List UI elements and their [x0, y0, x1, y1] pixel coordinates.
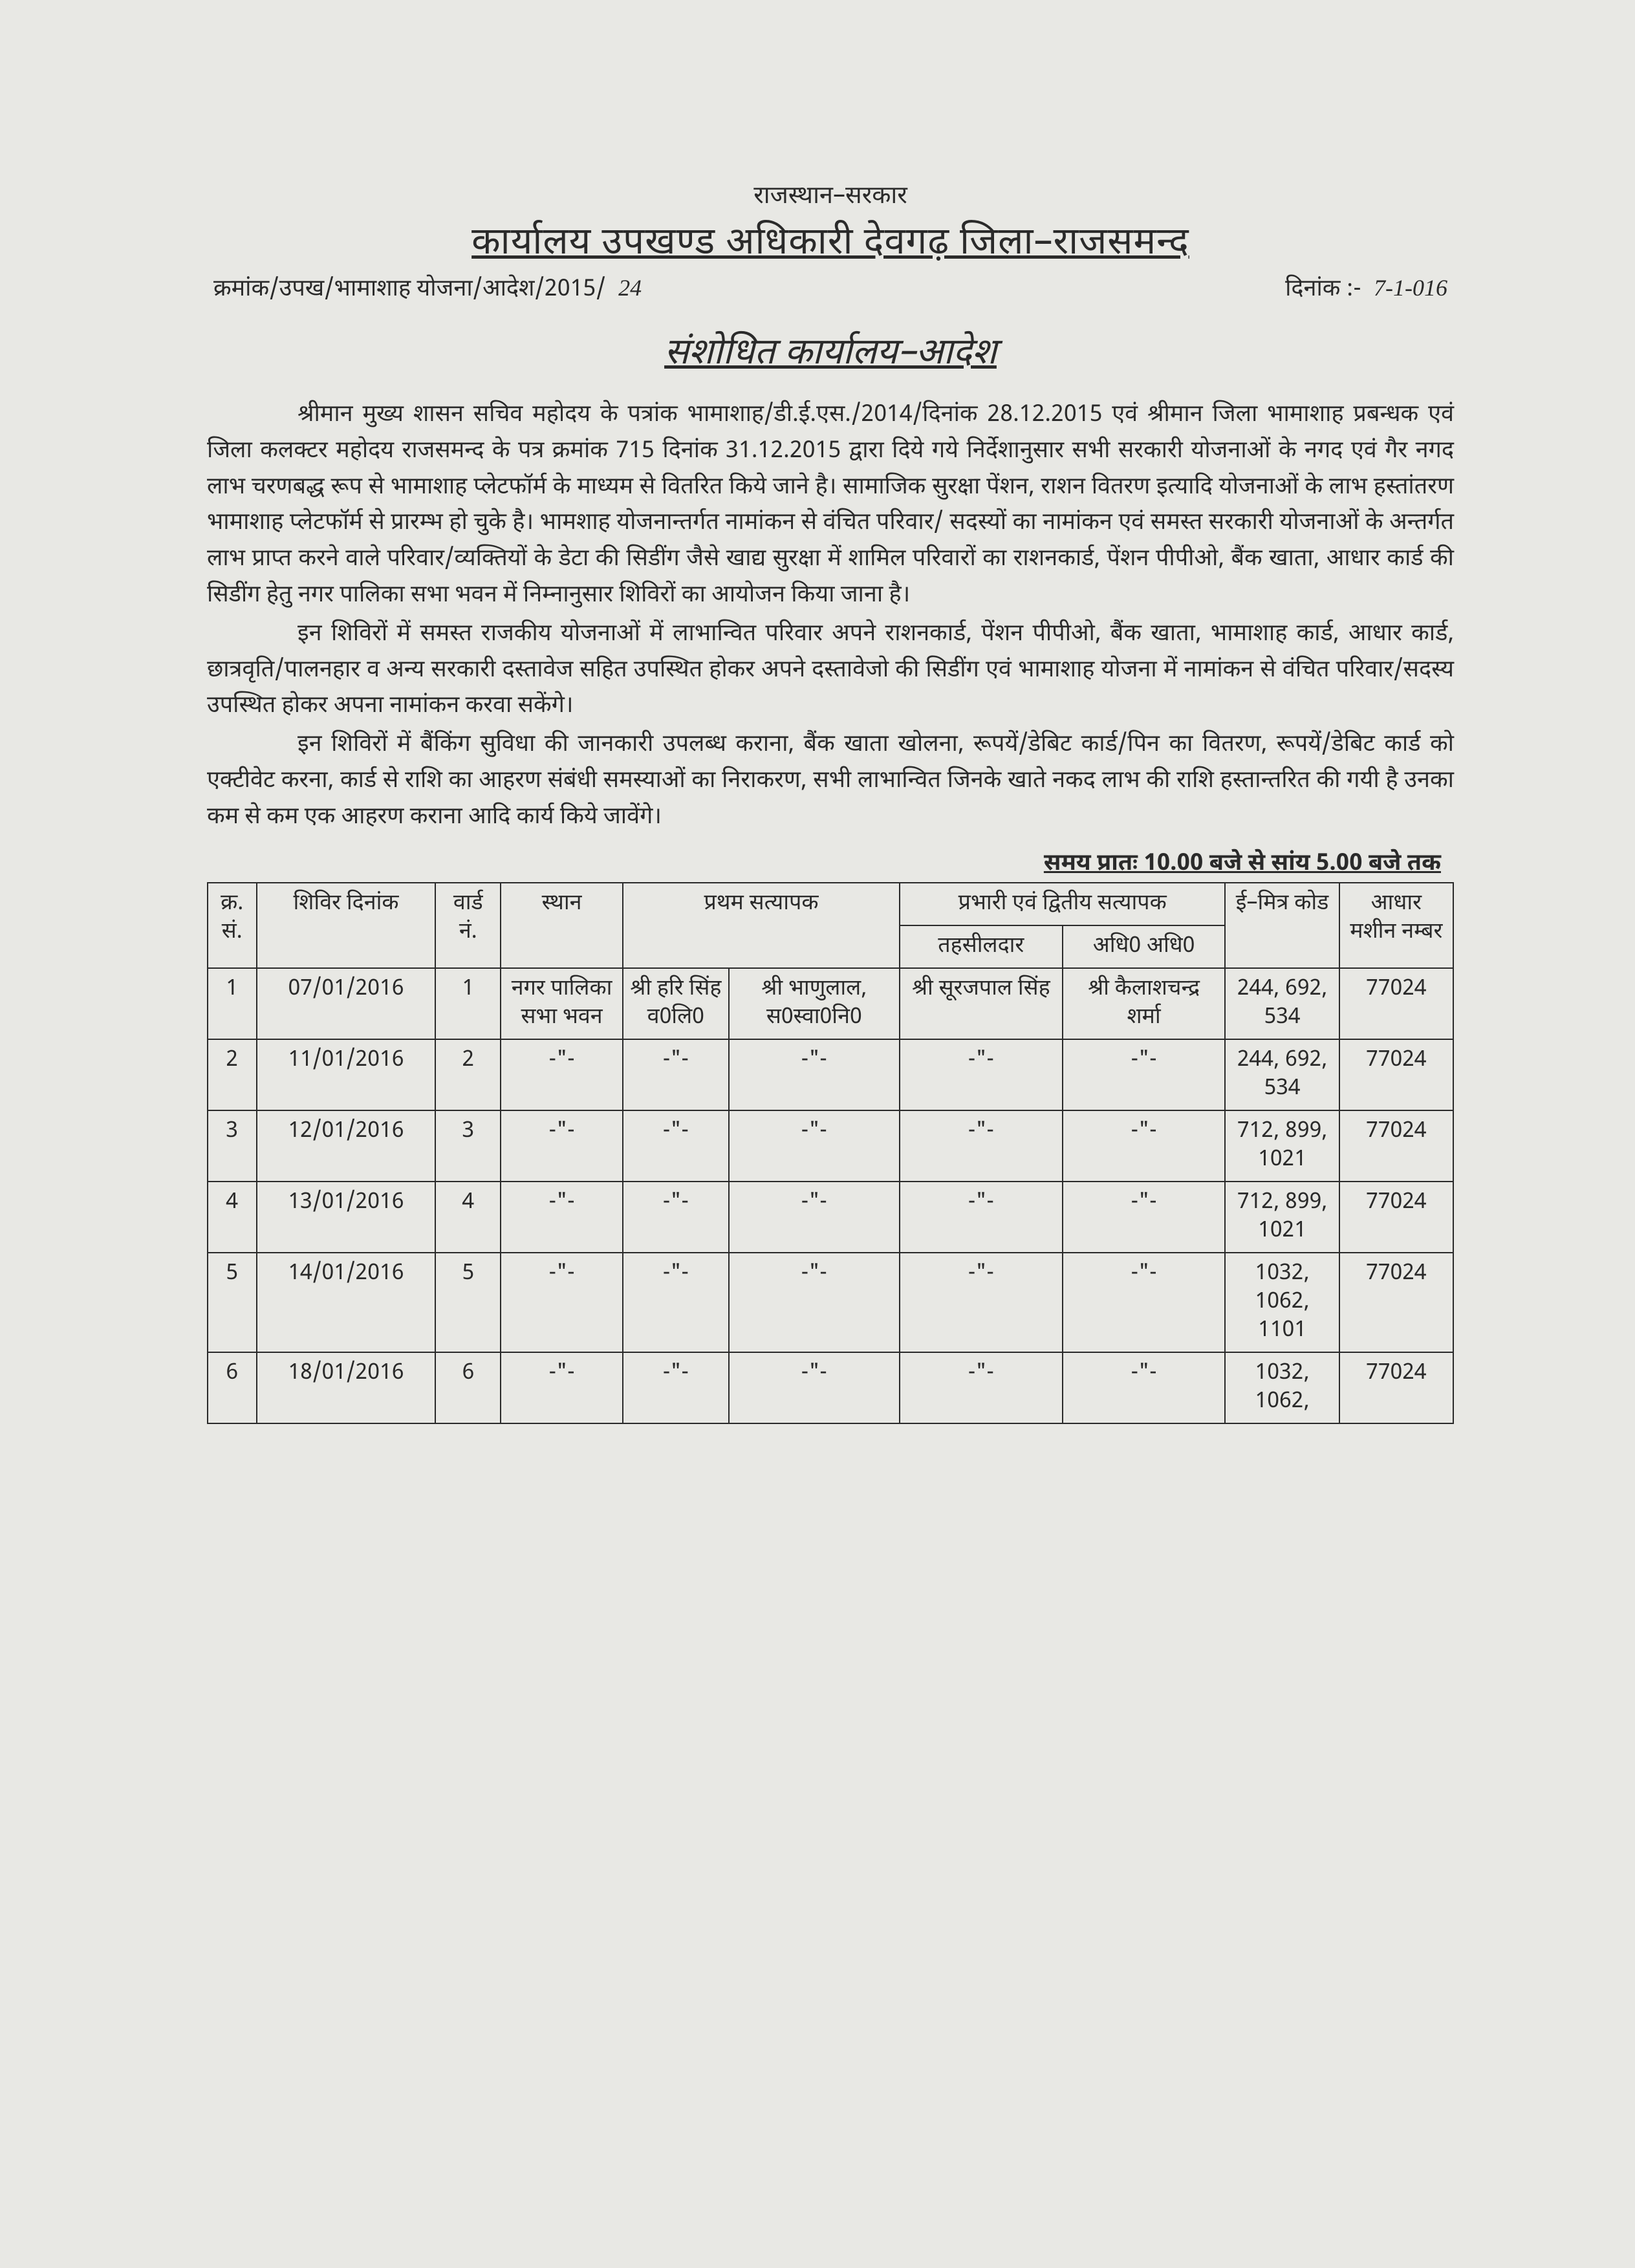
table-cell: 2: [435, 1039, 501, 1110]
table-cell: 244, 692, 534: [1225, 968, 1339, 1039]
table-cell: 1032, 1062,: [1225, 1352, 1339, 1423]
table-cell: -"-: [900, 1182, 1063, 1253]
table-cell: 77024: [1339, 968, 1453, 1039]
table-cell: 12/01/2016: [257, 1110, 436, 1182]
table-cell: 11/01/2016: [257, 1039, 436, 1110]
table-cell: -"-: [729, 1110, 900, 1182]
table-cell: -"-: [623, 1253, 729, 1352]
table-cell: -"-: [1063, 1182, 1226, 1253]
table-cell: -"-: [501, 1039, 623, 1110]
table-cell: -"-: [1063, 1110, 1226, 1182]
th-aadhar: आधार मशीन नम्बर: [1339, 883, 1453, 968]
office-title: कार्यालय उपखण्ड अधिकारी देवगढ़ जिला–राजस…: [207, 220, 1454, 269]
table-cell: -"-: [501, 1110, 623, 1182]
table-cell: -"-: [501, 1352, 623, 1423]
table-row: 107/01/20161नगर पालिका सभा भवनश्री हरि स…: [208, 968, 1453, 1039]
table-cell: श्री कैलाशचन्द्र शर्मा: [1063, 968, 1226, 1039]
table-cell: 712, 899, 1021: [1225, 1110, 1339, 1182]
state-name: राजस्थान–सरकार: [207, 181, 1454, 213]
table-cell: -"-: [501, 1253, 623, 1352]
table-cell: 1: [435, 968, 501, 1039]
th-ward: वार्ड नं.: [435, 883, 501, 968]
table-cell: -"-: [729, 1253, 900, 1352]
table-cell: -"-: [501, 1182, 623, 1253]
table-cell: -"-: [623, 1352, 729, 1423]
table-cell: श्री भाणुलाल, स0स्वा0नि0: [729, 968, 900, 1039]
schedule-table: क्र. सं. शिविर दिनांक वार्ड नं. स्थान प्…: [207, 882, 1454, 1424]
table-cell: 4: [435, 1182, 501, 1253]
table-cell: 14/01/2016: [257, 1253, 436, 1352]
table-cell: 6: [208, 1352, 257, 1423]
table-cell: -"-: [623, 1110, 729, 1182]
table-cell: -"-: [900, 1253, 1063, 1352]
table-cell: 77024: [1339, 1253, 1453, 1352]
table-cell: श्री हरि सिंह व0लि0: [623, 968, 729, 1039]
table-cell: 1: [208, 968, 257, 1039]
table-cell: 77024: [1339, 1352, 1453, 1423]
table-cell: 77024: [1339, 1182, 1453, 1253]
date-label: दिनांक :-: [1285, 275, 1361, 305]
paragraph-2: इन शिविरों में समस्त राजकीय योजनाओं में …: [207, 617, 1454, 725]
th-verifier2-main: प्रभारी एवं द्वितीय सत्यापक: [900, 883, 1226, 925]
th-sn: क्र. सं.: [208, 883, 257, 968]
table-row: 618/01/20166-"--"--"--"--"-1032, 1062,77…: [208, 1352, 1453, 1423]
order-title: संशोधित कार्यालय–आदेश: [207, 331, 1454, 378]
table-cell: 1032, 1062, 1101: [1225, 1253, 1339, 1352]
table-row: 514/01/20165-"--"--"--"--"-1032, 1062, 1…: [208, 1253, 1453, 1352]
reference-line: क्रमांक/उपख/भामाशाह योजना/आदेश/2015/ 24 …: [207, 274, 1454, 305]
table-cell: -"-: [900, 1039, 1063, 1110]
table-cell: 244, 692, 534: [1225, 1039, 1339, 1110]
table-cell: नगर पालिका सभा भवन: [501, 968, 623, 1039]
table-cell: 3: [208, 1110, 257, 1182]
table-cell: 13/01/2016: [257, 1182, 436, 1253]
table-cell: -"-: [1063, 1352, 1226, 1423]
table-cell: 5: [435, 1253, 501, 1352]
table-cell: 18/01/2016: [257, 1352, 436, 1423]
time-note: समय प्रातः 10.00 बजे से सांय 5.00 बजे तक: [207, 849, 1454, 880]
table-cell: 77024: [1339, 1110, 1453, 1182]
table-row: 312/01/20163-"--"--"--"--"-712, 899, 102…: [208, 1110, 1453, 1182]
date-value: 7-1-016: [1374, 275, 1447, 301]
table-cell: 712, 899, 1021: [1225, 1182, 1339, 1253]
table-cell: -"-: [900, 1352, 1063, 1423]
paragraph-3: इन शिविरों में बैंकिंग सुविधा की जानकारी…: [207, 728, 1454, 836]
th-verifier2-b: अधि0 अधि0: [1063, 925, 1226, 968]
table-cell: -"-: [1063, 1253, 1226, 1352]
table-row: 413/01/20164-"--"--"--"--"-712, 899, 102…: [208, 1182, 1453, 1253]
th-emitra: ई–मित्र कोड: [1225, 883, 1339, 968]
table-cell: 77024: [1339, 1039, 1453, 1110]
paragraph-1: श्रीमान मुख्य शासन सचिव महोदय के पत्रांक…: [207, 398, 1454, 614]
table-cell: -"-: [623, 1039, 729, 1110]
th-verifier2-a: तहसीलदार: [900, 925, 1063, 968]
table-cell: -"-: [1063, 1039, 1226, 1110]
table-cell: -"-: [900, 1110, 1063, 1182]
table-row: 211/01/20162-"--"--"--"--"-244, 692, 534…: [208, 1039, 1453, 1110]
table-cell: श्री सूरजपाल सिंह: [900, 968, 1063, 1039]
table-cell: 4: [208, 1182, 257, 1253]
th-verifier1: प्रथम सत्यापक: [623, 883, 900, 968]
table-cell: -"-: [623, 1182, 729, 1253]
ref-number: 24: [618, 275, 642, 301]
table-cell: 3: [435, 1110, 501, 1182]
table-cell: 5: [208, 1253, 257, 1352]
table-cell: -"-: [729, 1352, 900, 1423]
ref-prefix: क्रमांक/उपख/भामाशाह योजना/आदेश/2015/: [213, 275, 606, 305]
table-cell: -"-: [729, 1039, 900, 1110]
th-date: शिविर दिनांक: [257, 883, 436, 968]
table-cell: 07/01/2016: [257, 968, 436, 1039]
table-cell: 6: [435, 1352, 501, 1423]
th-place: स्थान: [501, 883, 623, 968]
table-cell: -"-: [729, 1182, 900, 1253]
table-cell: 2: [208, 1039, 257, 1110]
